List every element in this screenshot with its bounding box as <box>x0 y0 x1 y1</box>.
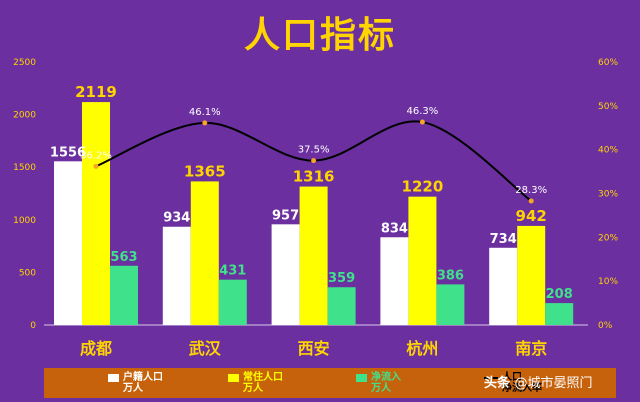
legend-label: 净流入 万人 <box>371 372 401 394</box>
rate-label: 46.1% <box>189 107 221 118</box>
x-tick-label: 南京 <box>515 339 547 358</box>
bar-registered <box>271 224 300 325</box>
bar-resident <box>517 225 546 325</box>
y-left-tick-label: 500 <box>19 268 36 278</box>
y-right-tick-label: 10% <box>598 277 618 287</box>
x-tick-label: 武汉 <box>189 339 222 358</box>
rate-point <box>93 163 99 169</box>
legend-label: 常住人口 万人 <box>243 372 283 394</box>
x-tick-label: 杭州 <box>406 339 438 358</box>
bar-net-inflow <box>545 303 574 325</box>
data-label-resident: 1220 <box>402 178 444 196</box>
y-right-tick-label: 40% <box>598 146 618 156</box>
rate-label: 36.2% <box>80 150 112 161</box>
legend-item: 净流入 万人 <box>356 372 401 394</box>
legend-item: 常住人口 万人 <box>228 372 283 394</box>
data-label-resident: 1316 <box>293 168 335 186</box>
legend-swatch <box>108 374 119 382</box>
bar-resident <box>408 196 437 325</box>
y-right-tick-label: 50% <box>598 102 618 112</box>
y-left-tick-label: 2000 <box>13 111 36 121</box>
data-label-net-inflow: 431 <box>219 264 246 279</box>
x-tick-label: 西安 <box>298 339 330 358</box>
watermark: 头条 @城市晏照门 <box>484 372 593 391</box>
legend-item: 人口 净流入率 <box>484 372 542 394</box>
rate-point <box>419 119 425 125</box>
legend-label: 户籍人口 万人 <box>123 372 163 394</box>
y-right-tick-label: 20% <box>598 233 618 243</box>
bar-registered <box>54 161 82 325</box>
y-left-tick-label: 1500 <box>13 163 36 173</box>
bar-registered <box>489 247 518 325</box>
bar-resident <box>299 186 328 325</box>
rate-label: 46.3% <box>407 106 439 117</box>
rate-point <box>202 120 208 126</box>
y-right-tick-label: 0% <box>598 321 613 331</box>
y-right-tick-label: 60% <box>598 58 618 68</box>
data-label-registered: 834 <box>381 221 408 236</box>
data-label-net-inflow: 563 <box>110 250 137 265</box>
x-tick-label: 成都 <box>80 339 112 358</box>
data-label-registered: 934 <box>163 211 190 226</box>
data-label-registered: 734 <box>490 232 517 247</box>
data-label-net-inflow: 208 <box>546 287 573 302</box>
legend: 户籍人口 万人 常住人口 万人 净流入 万人 人口 净流入率 <box>44 368 616 398</box>
bar-registered <box>162 226 191 325</box>
rate-label: 37.5% <box>298 145 330 156</box>
rate-label: 28.3% <box>515 185 547 196</box>
legend-swatch <box>356 374 367 382</box>
legend-label: 人口 净流入率 <box>502 372 542 394</box>
data-label-resident: 942 <box>516 207 547 225</box>
data-label-net-inflow: 386 <box>437 268 464 283</box>
data-label-resident: 2119 <box>75 83 117 101</box>
chart-title: 人口指标 <box>243 15 396 56</box>
bar-net-inflow <box>327 287 356 325</box>
data-label-registered: 957 <box>272 208 299 223</box>
legend-swatch <box>228 374 239 382</box>
bar-resident <box>82 102 110 325</box>
bar-resident <box>190 181 219 325</box>
rate-point <box>528 198 534 204</box>
bar-registered <box>380 237 409 325</box>
data-label-net-inflow: 359 <box>328 271 355 286</box>
y-right-tick-label: 30% <box>598 190 618 200</box>
bar-net-inflow <box>436 284 465 325</box>
y-left-tick-label: 1000 <box>13 216 36 226</box>
rate-point <box>311 158 317 164</box>
data-label-resident: 1365 <box>184 162 226 180</box>
watermark-brand: 头条 <box>484 376 511 391</box>
legend-item: 户籍人口 万人 <box>108 372 163 394</box>
bar-net-inflow <box>218 279 247 325</box>
y-left-tick-label: 2500 <box>13 58 36 68</box>
y-left-tick-label: 0 <box>30 321 36 331</box>
watermark-handle: @城市晏照门 <box>514 376 593 391</box>
bar-net-inflow <box>110 265 138 325</box>
legend-swatch <box>484 377 498 379</box>
data-label-registered: 1556 <box>50 145 86 160</box>
